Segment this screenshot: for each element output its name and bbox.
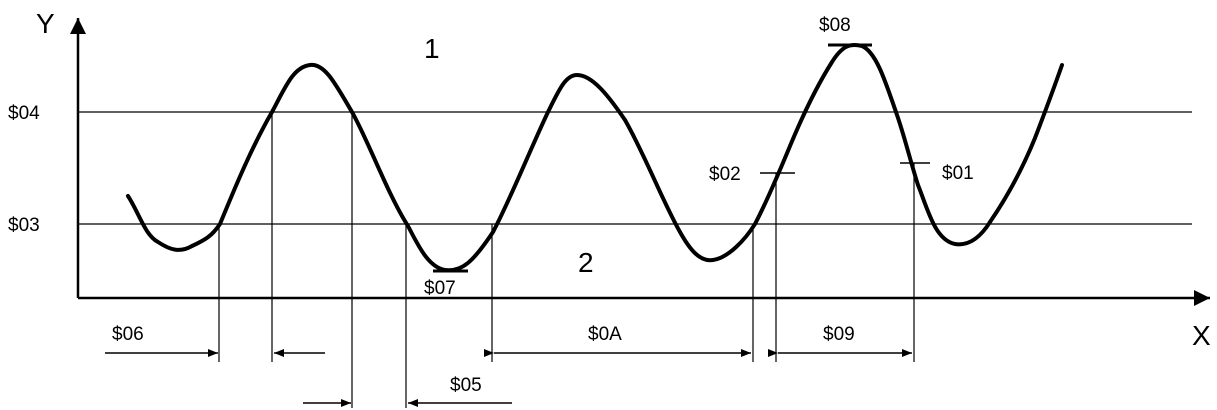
interval-long-span-label: $0A xyxy=(588,324,622,345)
signal-waveform xyxy=(126,42,1064,273)
peak-max-label: $08 xyxy=(819,15,851,36)
interval-first-fall-label: $05 xyxy=(450,375,482,396)
falling-point-label: $01 xyxy=(942,163,974,184)
x-axis-label: X xyxy=(1192,320,1211,351)
rising-point-label: $02 xyxy=(709,164,741,185)
level-label-upper: $04 xyxy=(8,103,40,124)
region-label-below: 2 xyxy=(578,247,594,278)
valley-min-label: $07 xyxy=(424,278,456,299)
interval-first-rise-label: $06 xyxy=(112,324,144,345)
level-label-lower: $03 xyxy=(8,215,40,236)
y-axis-label: Y xyxy=(36,8,55,39)
region-label-above: 1 xyxy=(424,33,440,64)
drop-lines xyxy=(218,112,915,408)
interval-second-span-label: $09 xyxy=(823,324,855,345)
